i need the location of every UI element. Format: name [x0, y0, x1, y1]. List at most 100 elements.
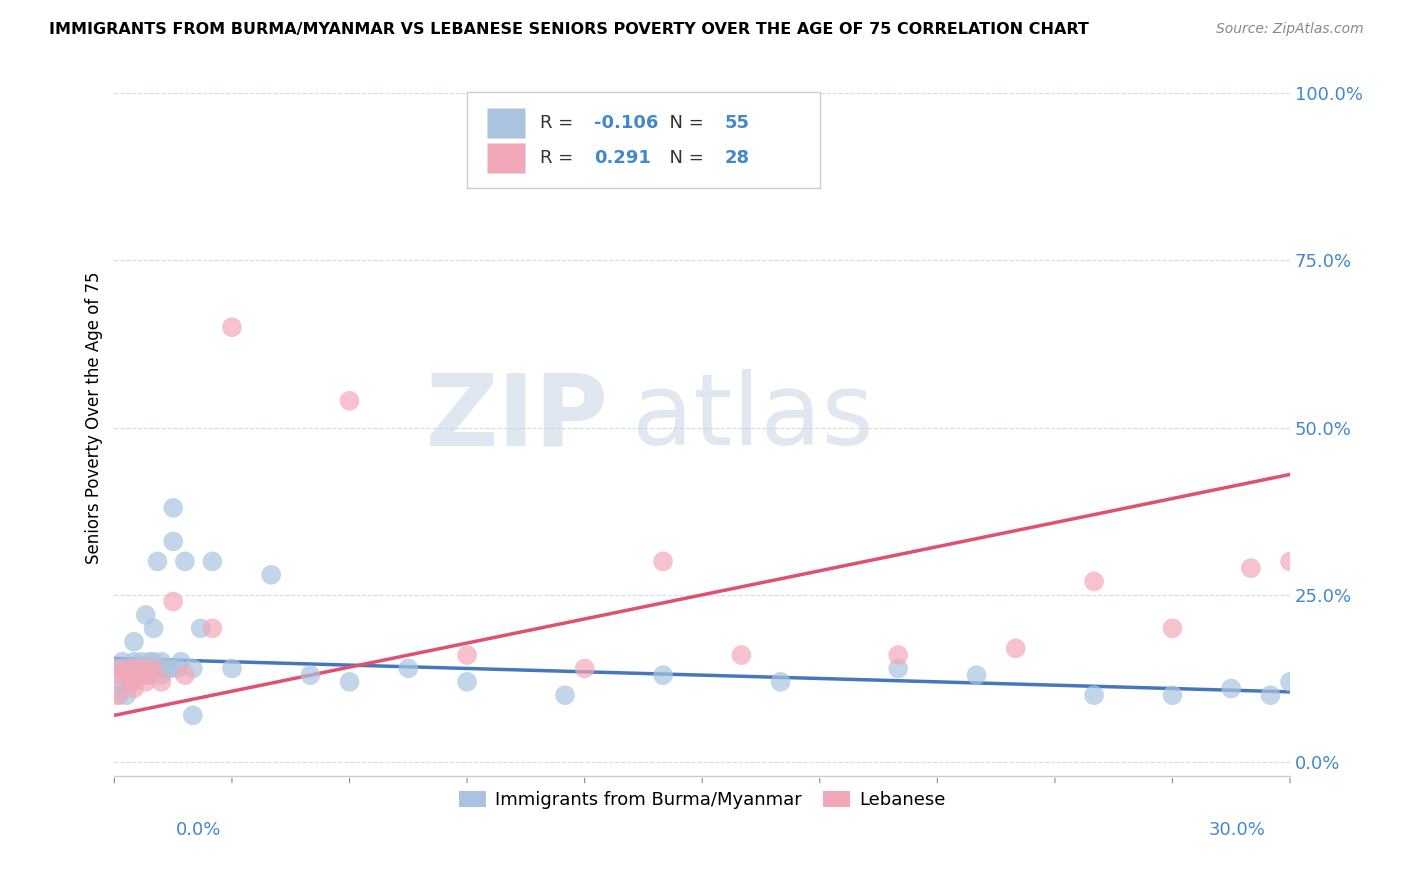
FancyBboxPatch shape [486, 108, 524, 137]
Point [135, 668, 157, 682]
Point [162, 500, 184, 515]
Point [138, 661, 160, 675]
Point [150, 668, 173, 682]
Point [456, 674, 478, 689]
Point [396, 661, 419, 675]
Point [162, 594, 184, 608]
Point [120, 674, 142, 689]
Point [131, 655, 153, 669]
Point [138, 668, 160, 682]
Point [122, 661, 145, 675]
Text: R =: R = [540, 113, 579, 132]
Point [142, 655, 165, 669]
Point [174, 668, 197, 682]
Point [122, 681, 145, 696]
Point [127, 668, 149, 682]
Point [131, 661, 153, 675]
FancyBboxPatch shape [486, 143, 524, 173]
Point [120, 661, 142, 675]
Point [966, 668, 988, 682]
Point [1220, 681, 1243, 696]
Text: N =: N = [658, 113, 709, 132]
Text: atlas: atlas [631, 369, 873, 466]
Point [730, 648, 752, 662]
Point [554, 688, 576, 702]
Point [146, 661, 169, 675]
Point [1161, 688, 1184, 702]
Point [1083, 574, 1105, 589]
Point [1279, 674, 1302, 689]
Point [174, 554, 197, 568]
Point [120, 674, 142, 689]
Point [166, 661, 188, 675]
Point [1083, 688, 1105, 702]
Point [181, 708, 204, 723]
Point [122, 655, 145, 669]
Point [146, 554, 169, 568]
Point [201, 554, 224, 568]
Text: Source: ZipAtlas.com: Source: ZipAtlas.com [1216, 22, 1364, 37]
Text: R =: R = [540, 149, 579, 167]
Point [1240, 561, 1263, 575]
Point [1004, 641, 1026, 656]
Point [107, 661, 129, 675]
Point [339, 674, 361, 689]
Point [769, 674, 792, 689]
Point [111, 661, 134, 675]
Point [157, 661, 180, 675]
Point [107, 688, 129, 702]
Point [456, 648, 478, 662]
Y-axis label: Seniors Poverty Over the Age of 75: Seniors Poverty Over the Age of 75 [86, 271, 103, 564]
Point [127, 668, 149, 682]
Text: 30.0%: 30.0% [1209, 821, 1265, 838]
Point [122, 674, 145, 689]
Point [138, 655, 160, 669]
Text: 0.0%: 0.0% [176, 821, 221, 838]
Point [887, 661, 910, 675]
Point [142, 661, 165, 675]
Point [122, 661, 145, 675]
Point [115, 668, 138, 682]
Text: 28: 28 [724, 149, 749, 167]
Point [299, 668, 322, 682]
Point [1260, 688, 1282, 702]
Point [1161, 621, 1184, 635]
Point [111, 674, 134, 689]
Point [142, 661, 165, 675]
Text: 0.291: 0.291 [595, 149, 651, 167]
Text: ZIP: ZIP [425, 369, 609, 466]
Point [122, 634, 145, 648]
Point [150, 674, 173, 689]
Point [135, 674, 157, 689]
Point [135, 607, 157, 622]
Point [1279, 554, 1302, 568]
Point [127, 661, 149, 675]
Legend: Immigrants from Burma/Myanmar, Lebanese: Immigrants from Burma/Myanmar, Lebanese [451, 784, 953, 816]
Point [142, 621, 165, 635]
Point [155, 661, 177, 675]
Point [131, 661, 153, 675]
Point [201, 621, 224, 635]
Point [115, 688, 138, 702]
Point [652, 668, 675, 682]
Point [107, 668, 129, 682]
Text: -0.106: -0.106 [595, 113, 658, 132]
Point [339, 393, 361, 408]
Text: N =: N = [658, 149, 709, 167]
Point [887, 648, 910, 662]
Point [221, 320, 243, 334]
Point [260, 567, 283, 582]
Point [652, 554, 675, 568]
Point [115, 668, 138, 682]
Point [574, 661, 596, 675]
Point [107, 688, 129, 702]
Point [190, 621, 212, 635]
Point [170, 655, 193, 669]
Point [162, 534, 184, 549]
Point [221, 661, 243, 675]
Text: 55: 55 [724, 113, 749, 132]
Point [150, 655, 173, 669]
Point [111, 655, 134, 669]
Point [135, 661, 157, 675]
FancyBboxPatch shape [467, 92, 820, 188]
